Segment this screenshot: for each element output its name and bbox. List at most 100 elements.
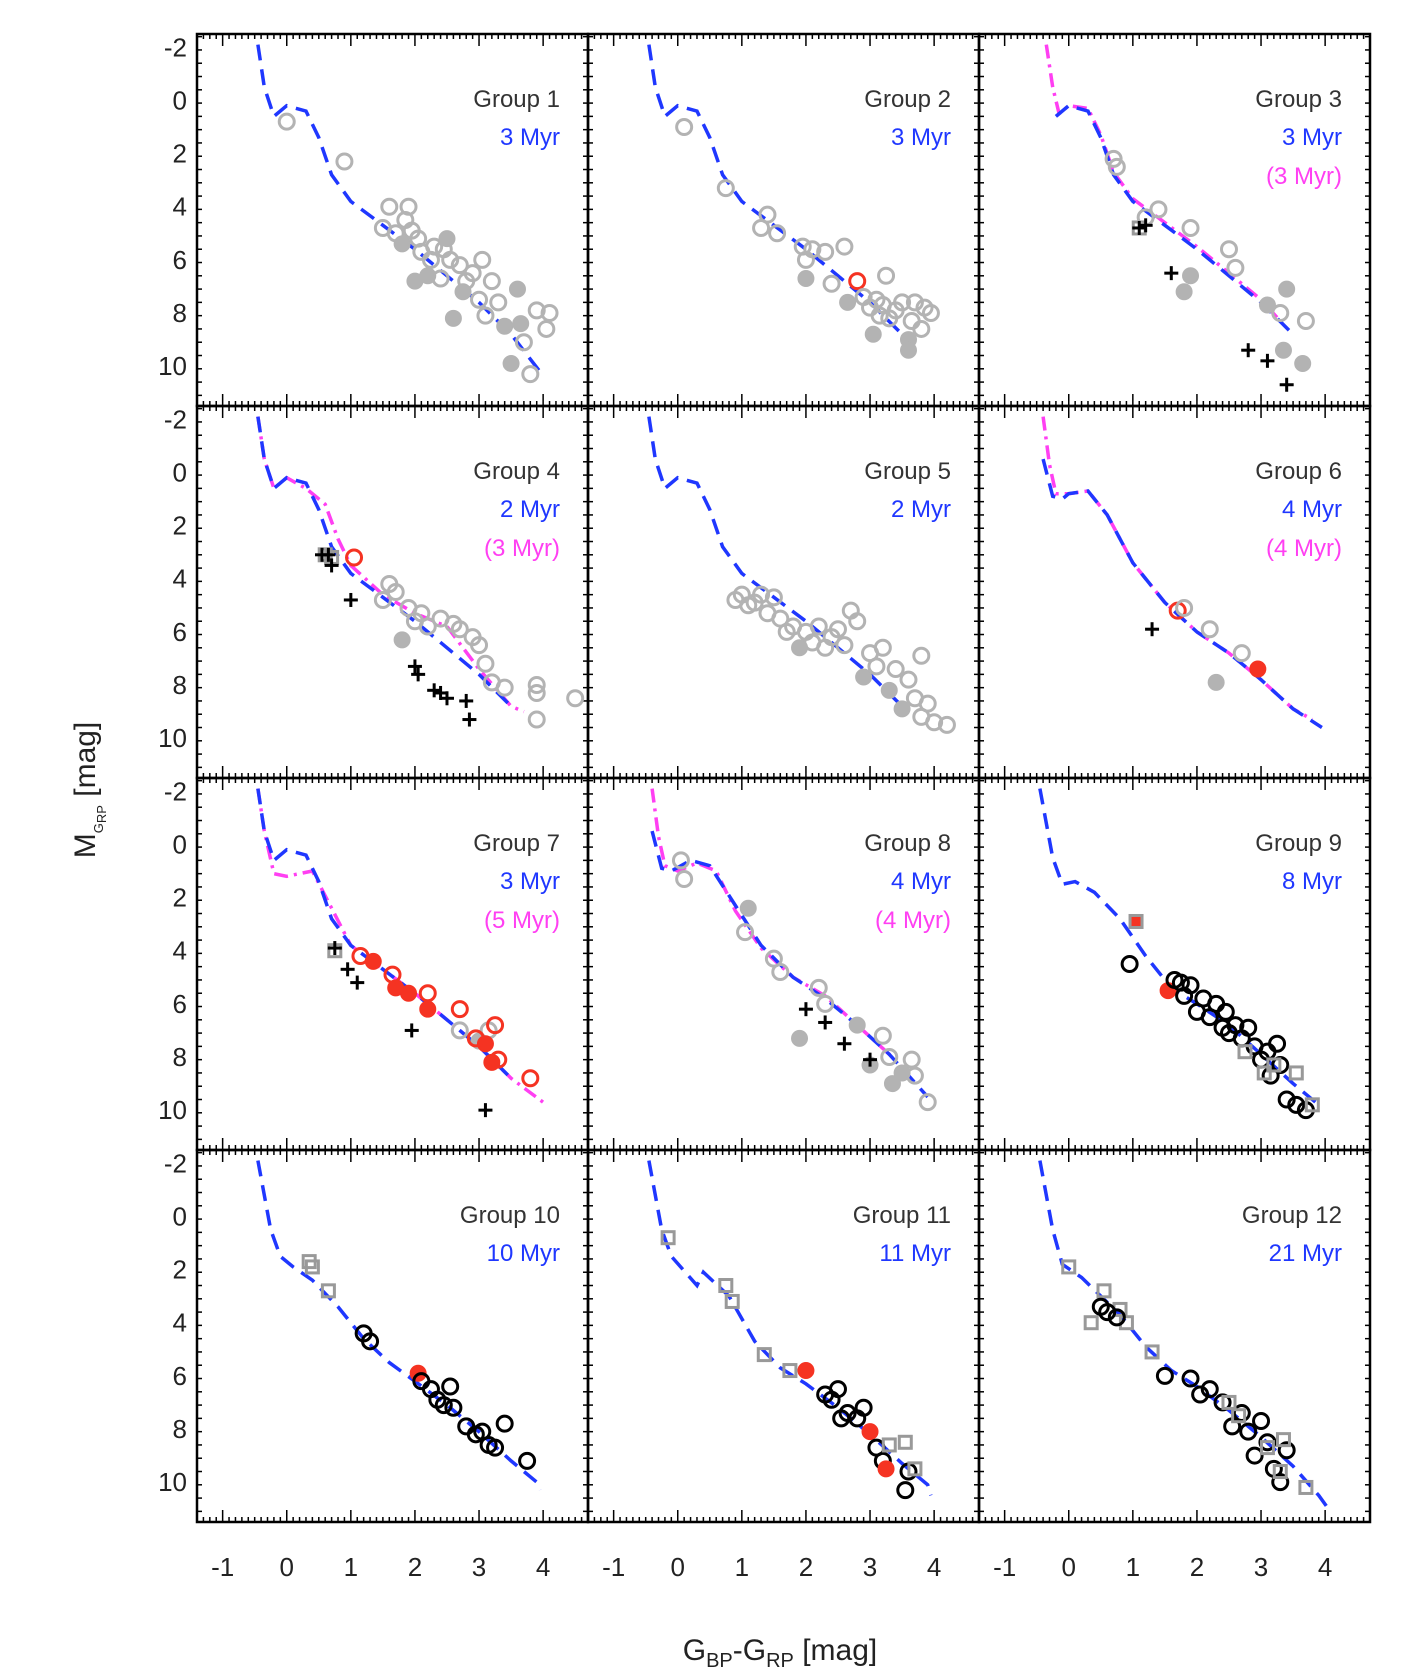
data-point: [418, 984, 437, 1003]
data-point: [861, 1423, 879, 1441]
y-tick-label: 2: [173, 1255, 187, 1285]
data-point: [1245, 1446, 1264, 1465]
data-point: [486, 1438, 505, 1457]
x-tick-label: 2: [1190, 1552, 1204, 1582]
panel-group-10: -2 0 2 4 6 8 10 -1 0 1 2 3 4 Group 10 10 Myr: [158, 1148, 590, 1582]
isochrone-alt-line: [1044, 44, 1282, 323]
data-point: [393, 631, 411, 649]
data-point: [854, 1398, 873, 1417]
data-point-plus: [478, 1103, 493, 1118]
data-point: [839, 293, 857, 311]
data-point: [1200, 1380, 1219, 1399]
data-point: [883, 1075, 901, 1093]
panel-group-9: Group 9 8 Myr: [977, 776, 1372, 1152]
isochrone-line: [1054, 103, 1295, 336]
data-point-plus: [427, 683, 442, 698]
data-point: [873, 1026, 892, 1045]
panel-age-label: 11 Myr: [879, 1240, 951, 1267]
data-points: [1104, 149, 1315, 392]
data-point: [893, 700, 911, 718]
x-tick-label: 4: [536, 1552, 550, 1582]
data-points: [327, 941, 540, 1118]
data-point: [771, 962, 790, 981]
x-tick-label: -1: [602, 1552, 625, 1582]
y-tick-label: 8: [173, 1414, 187, 1444]
isochrone-line: [256, 416, 513, 708]
y-tick-label: -2: [164, 776, 187, 806]
data-point: [1181, 1369, 1200, 1388]
data-point: [835, 237, 854, 256]
data-point: [1191, 1385, 1210, 1404]
data-point: [791, 1029, 809, 1047]
panel-group-12: -1 0 1 2 3 4 Group 12 21 Myr: [977, 1148, 1372, 1582]
data-point: [1277, 1441, 1296, 1460]
x-tick-label: 3: [863, 1552, 877, 1582]
isochrone-line: [1038, 788, 1324, 1109]
data-point: [835, 636, 854, 655]
data-point: [418, 617, 437, 636]
isochrone-line: [650, 830, 929, 1099]
isochrone-line: [256, 788, 513, 1080]
data-point-plus: [837, 1036, 852, 1051]
ticks: [196, 1150, 589, 1522]
data-point: [470, 636, 489, 655]
data-points: [1145, 598, 1267, 691]
panel-group-7: -2 0 2 4 6 8 10 Group 7 3 Myr (5 Myr): [158, 776, 590, 1152]
data-point: [277, 112, 296, 131]
data-point: [304, 1259, 320, 1275]
data-point: [724, 1293, 740, 1309]
panel-title: Group 11: [853, 1202, 951, 1229]
data-points: [301, 1254, 537, 1470]
data-point: [1061, 1259, 1077, 1275]
data-point: [438, 230, 456, 248]
data-point: [1271, 304, 1290, 322]
data-point: [1128, 913, 1144, 929]
data-point: [803, 240, 822, 259]
data-point: [454, 283, 472, 301]
data-point-plus: [321, 547, 336, 562]
data-point: [828, 620, 847, 639]
data-point: [1221, 1394, 1237, 1410]
data-point: [1274, 341, 1292, 359]
data-point: [1294, 354, 1312, 372]
data-point: [486, 1016, 505, 1035]
data-point: [466, 1029, 485, 1048]
data-point: [756, 1347, 772, 1363]
data-point: [848, 272, 867, 291]
data-point: [671, 851, 690, 870]
data-point: [855, 668, 873, 686]
data-point: [476, 1035, 494, 1053]
panel-title: Group 12: [1242, 1202, 1342, 1229]
data-point-plus: [1279, 377, 1294, 392]
panel-alt-age-label: (4 Myr): [875, 907, 951, 934]
data-point: [758, 205, 777, 224]
data-point: [320, 1283, 336, 1299]
isochrone-line: [1038, 1160, 1330, 1510]
data-point: [1181, 218, 1200, 237]
panel-title: Group 1: [473, 86, 560, 113]
y-tick-label: -2: [164, 32, 187, 62]
data-point: [1083, 1315, 1099, 1331]
data-point: [399, 197, 418, 216]
data-point: [1104, 149, 1123, 168]
data-point: [1272, 1464, 1288, 1480]
data-point: [896, 1481, 915, 1500]
ticks: [978, 1150, 1371, 1522]
data-point: [1256, 1065, 1272, 1081]
data-points: [1061, 1259, 1314, 1495]
panel-age-label: 21 Myr: [1269, 1240, 1342, 1267]
data-point-plus: [350, 975, 365, 990]
panel-alt-age-label: (5 Myr): [484, 907, 560, 934]
x-tick-label: -1: [993, 1552, 1016, 1582]
data-point: [463, 264, 482, 283]
data-point: [918, 694, 937, 713]
data-point: [848, 612, 867, 631]
data-point: [441, 1377, 460, 1396]
panel-frame: [977, 1148, 1372, 1524]
panel-title: Group 7: [473, 830, 560, 857]
data-point: [1219, 240, 1238, 259]
x-tick-label: 2: [408, 1552, 422, 1582]
data-point: [1275, 1432, 1291, 1448]
data-point: [473, 250, 492, 269]
